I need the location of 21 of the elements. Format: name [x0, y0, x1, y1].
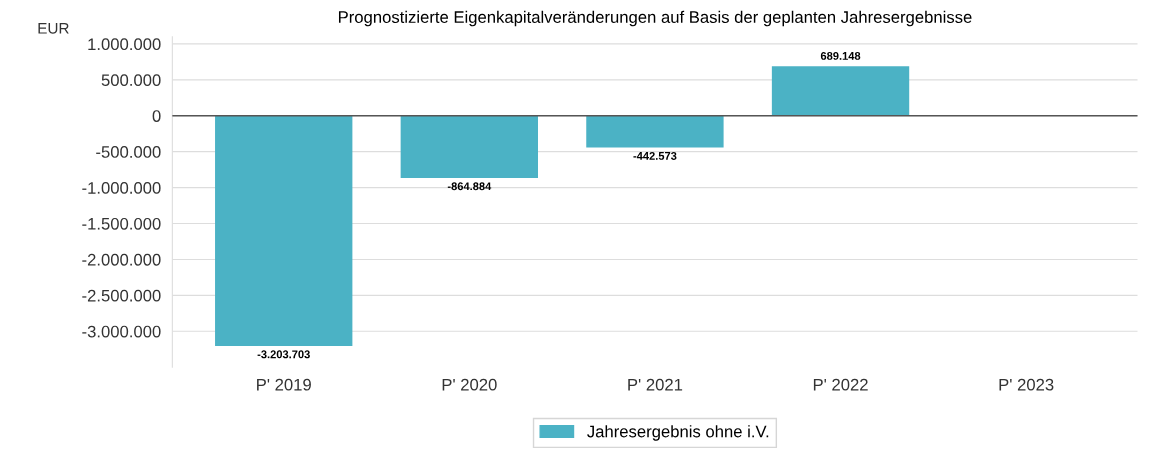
y-tick-label: -1.500.000 — [82, 217, 161, 230]
y-tick-label: -500.000 — [96, 146, 161, 158]
y-tick-label: 1.000.000 — [88, 38, 161, 51]
x-tick-label: P' 2020 — [442, 378, 497, 391]
x-tick-label: P' 2019 — [257, 378, 311, 391]
legend-label: Jahresergebnis ohne i.V. — [587, 425, 769, 441]
data-label: -864.884 — [447, 182, 492, 191]
x-tick-label: P' 2023 — [999, 378, 1054, 391]
data-label: 689.148 — [820, 52, 861, 60]
chart-title: Prognostizierte Eigenkapitalveränderungen auf Basis der geplanten Jahresergebnisse — [338, 10, 972, 27]
y-axis-title: EUR — [38, 23, 69, 34]
y-tick-label: -3.000.000 — [82, 325, 161, 338]
x-tick-label: P' 2022 — [813, 378, 868, 391]
data-label: -442.573 — [633, 152, 677, 160]
y-tick-label: 0 — [152, 110, 161, 122]
x-tick-label: P' 2021 — [628, 378, 683, 391]
y-tick-label: -1.000.000 — [82, 181, 161, 194]
data-label: -3.203.703 — [257, 350, 310, 359]
y-tick-label: 500.000 — [101, 74, 161, 87]
y-tick-label: -2.000.000 — [82, 253, 161, 266]
y-tick-label: -2.500.000 — [82, 289, 161, 302]
